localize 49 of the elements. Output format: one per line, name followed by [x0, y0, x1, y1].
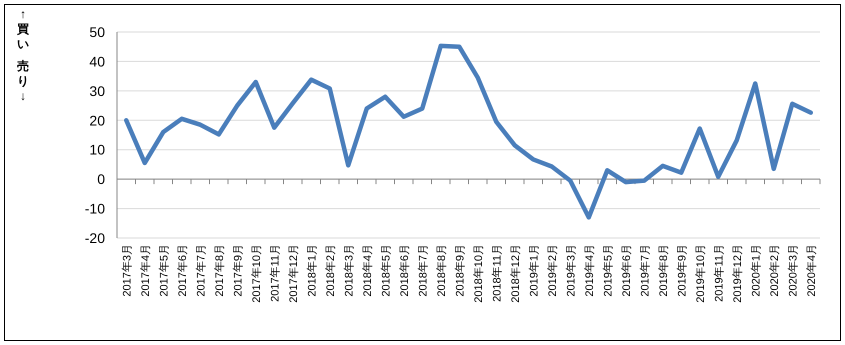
x-tick-label: 2020年1月	[750, 244, 762, 297]
x-tick-label: 2018年12月	[510, 244, 522, 303]
x-tick-label: 2017年8月	[214, 244, 226, 297]
x-tick-label: 2018年7月	[417, 244, 430, 297]
x-tick-label: 2018年1月	[306, 244, 318, 297]
line-series	[124, 44, 813, 220]
text: 売り↓	[17, 59, 29, 103]
x-tick-label: 2019年2月	[546, 244, 559, 297]
x-tick-label: 2018年3月	[343, 244, 356, 297]
y-tick-label: 10	[89, 142, 106, 158]
x-tick-label: 2020年3月	[787, 244, 800, 297]
y-tick-label: -10	[84, 200, 106, 217]
x-tick-label: 2018年4月	[362, 244, 374, 297]
x-tick-label: 2017年9月	[232, 244, 244, 297]
y-tick-label: 0	[97, 171, 106, 188]
x-tick-label: 2017年6月	[176, 244, 189, 297]
y-tick-label: 30	[89, 82, 106, 99]
y-tick-label: 40	[89, 53, 106, 70]
y-tick-label: 20	[89, 112, 106, 128]
x-tick-label: 2017年4月	[140, 244, 152, 297]
x-tick-label: 2017年5月	[158, 244, 170, 297]
x-tick-label: 2018年6月	[398, 244, 411, 297]
x-tick-label: 2020年2月	[768, 244, 781, 297]
x-tick-label: 2018年10月	[472, 244, 485, 303]
x-tick-label: 2019年4月	[584, 244, 596, 297]
x-tick-label: 2017年12月	[288, 244, 300, 303]
x-tick-label: 2019年8月	[658, 244, 670, 297]
x-tick-label: 2017年10月	[250, 244, 263, 303]
x-tick-label: 2018年9月	[454, 244, 466, 297]
x-tick-label: 2020年4月	[806, 244, 818, 297]
y-tick-label: 50	[89, 24, 106, 40]
x-tick-label: 2018年11月	[491, 244, 504, 302]
x-tick-label: 2019年1月	[528, 244, 540, 297]
x-tick-label: 2019年5月	[602, 244, 614, 297]
x-tick-label: 2017年7月	[195, 244, 208, 297]
x-tick-label: 2018年5月	[380, 244, 392, 297]
x-tick-label: 2019年10月	[694, 244, 707, 303]
x-tick-label: 2019年7月	[639, 244, 652, 297]
x-tick-label: 2017年3月	[121, 244, 134, 297]
x-tick-label: 2018年2月	[324, 244, 337, 297]
x-tick-label: 2019年12月	[732, 244, 744, 303]
x-tick-label: 2019年11月	[713, 244, 726, 302]
x-tick-label: 2019年3月	[565, 244, 578, 297]
x-tick-label: 2019年6月	[620, 244, 633, 297]
y-tick-label: -20	[84, 230, 106, 246]
x-tick-label: 2018年8月	[436, 244, 448, 297]
text: ↑買い	[16, 7, 29, 51]
x-tick-label: 2017年11月	[269, 244, 282, 302]
x-tick-label: 2019年9月	[676, 244, 688, 297]
